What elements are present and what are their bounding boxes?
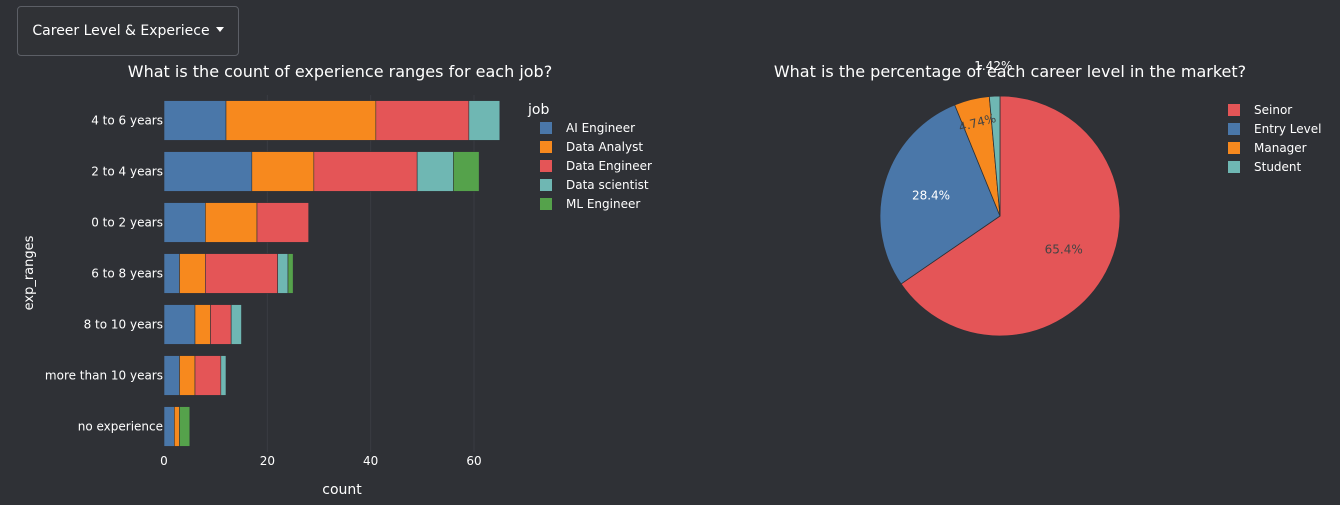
- pie-legend-swatch[interactable]: [1228, 123, 1240, 135]
- bar-segment: [287, 253, 294, 294]
- bar-segment: [220, 355, 227, 396]
- pie-slice: [879, 104, 1001, 285]
- pie-slice: [988, 95, 1001, 217]
- bar-segment: [277, 253, 289, 294]
- bar-segment: [174, 406, 180, 447]
- legend-swatch[interactable]: [540, 141, 552, 153]
- pie-chart: What is the percentage of each career le…: [774, 59, 1321, 337]
- pie-value-label: 28.4%: [912, 188, 950, 202]
- category-label: 4 to 6 years: [91, 114, 163, 128]
- bar-segment: [163, 355, 180, 396]
- pie-chart-legend[interactable]: Seinor Entry Level Manager Student: [1228, 103, 1321, 174]
- bar-segment: [225, 100, 377, 141]
- legend-label[interactable]: ML Engineer: [566, 197, 640, 211]
- bar-chart-bars: [163, 100, 501, 447]
- bar-segment: [251, 151, 315, 192]
- bar-segment: [256, 202, 309, 243]
- career-level-dropdown-button[interactable]: Career Level & Experiece: [17, 6, 239, 56]
- pie-legend-swatch[interactable]: [1228, 104, 1240, 116]
- category-label: 2 to 4 years: [91, 165, 163, 179]
- bar-segment: [163, 100, 227, 141]
- pie-legend-label[interactable]: Seinor: [1254, 103, 1292, 117]
- bar-chart-gridlines: [266, 95, 475, 452]
- bar-segment: [453, 151, 480, 192]
- legend-label[interactable]: Data Analyst: [566, 140, 643, 154]
- bar-segment: [194, 304, 211, 345]
- bar-chart-title: What is the count of experience ranges f…: [128, 62, 552, 81]
- bar-segment: [163, 202, 206, 243]
- pie-legend-label[interactable]: Student: [1254, 160, 1302, 174]
- legend-swatch[interactable]: [540, 122, 552, 134]
- bar-segment: [416, 151, 454, 192]
- bar-segment: [179, 406, 191, 447]
- bar-chart: What is the count of experience ranges f…: [22, 62, 652, 498]
- x-tick-label: 40: [363, 454, 378, 468]
- category-label: more than 10 years: [45, 369, 163, 383]
- dropdown-label: Career Level & Experiece: [32, 23, 210, 39]
- pie-value-label: 1.42%: [974, 59, 1012, 73]
- legend-swatch[interactable]: [540, 179, 552, 191]
- bar-chart-x-ticks: 0 20 40 60: [160, 454, 481, 468]
- x-tick-label: 0: [160, 454, 168, 468]
- legend-swatch[interactable]: [540, 160, 552, 172]
- bar-segment: [205, 202, 258, 243]
- pie-legend-swatch[interactable]: [1228, 161, 1240, 173]
- bar-segment: [194, 355, 222, 396]
- bar-segment: [163, 406, 175, 447]
- legend-label[interactable]: Data scientist: [566, 178, 649, 192]
- pie-value-label: 65.4%: [1045, 243, 1083, 257]
- bar-segment: [313, 151, 418, 192]
- pie-chart-slices: [879, 95, 1121, 337]
- category-label: 8 to 10 years: [84, 318, 163, 332]
- x-tick-label: 60: [466, 454, 481, 468]
- bar-chart-ylabel: exp_ranges: [22, 235, 37, 310]
- bar-segment: [230, 304, 242, 345]
- caret-down-icon: [215, 26, 224, 32]
- pie-legend-swatch[interactable]: [1228, 142, 1240, 154]
- bar-chart-legend[interactable]: AI Engineer Data Analyst Data Engineer Data…: [540, 121, 652, 211]
- pie-chart-title: What is the percentage of each career le…: [774, 62, 1246, 81]
- bar-segment: [179, 355, 196, 396]
- pie-legend-label[interactable]: Manager: [1254, 141, 1307, 155]
- bar-legend-title: job: [527, 102, 549, 118]
- bar-segment: [375, 100, 470, 141]
- bar-chart-category-labels: 4 to 6 years 2 to 4 years 0 to 2 years 6 to…: [45, 114, 163, 434]
- bar-segment: [468, 100, 501, 141]
- legend-label[interactable]: AI Engineer: [566, 121, 635, 135]
- bar-segment: [163, 304, 196, 345]
- bar-segment: [179, 253, 206, 294]
- bar-segment: [163, 253, 180, 294]
- bar-segment: [163, 151, 253, 192]
- category-label: no experience: [78, 420, 163, 434]
- pie-slice: [900, 95, 1121, 337]
- pie-legend-label[interactable]: Entry Level: [1254, 122, 1321, 136]
- bar-segment: [205, 253, 278, 294]
- x-tick-label: 20: [260, 454, 275, 468]
- legend-swatch[interactable]: [540, 198, 552, 210]
- bar-chart-xlabel: count: [322, 482, 362, 498]
- category-label: 6 to 8 years: [91, 267, 163, 281]
- bar-segment: [210, 304, 232, 345]
- category-label: 0 to 2 years: [91, 216, 163, 230]
- legend-label[interactable]: Data Engineer: [566, 159, 652, 173]
